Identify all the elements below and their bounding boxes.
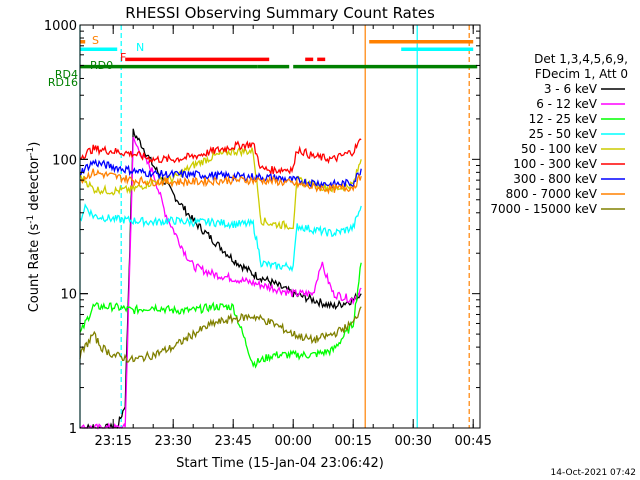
legend-entry-label: 800 - 7000 keV [506,187,598,201]
y-tick-label: 100 [52,153,77,168]
state-label: N [136,41,144,54]
x-tick-label: 23:15 [94,434,131,449]
series-2 [79,262,362,369]
x-tick-label: 00:15 [334,434,371,449]
state-label: F [120,51,126,64]
series-3 [79,203,362,273]
y-axis-label-sup1: -1 [26,215,36,224]
y-tick-label: 1 [69,422,77,437]
x-tick-label: 00:45 [454,434,491,449]
series-line [79,306,362,363]
state-label: RD4 [55,68,78,81]
state-label: RD16 [48,76,78,89]
y-axis-label: Count Rate (s-1 detector-1) [26,142,42,313]
series-line [79,203,362,273]
series-7 [79,168,362,195]
x-tick-label: 00:30 [394,434,431,449]
y-axis-label-mid: detector [27,155,42,215]
series-1 [80,136,362,431]
y-tick-label: 10 [60,288,77,303]
legend-entry-label: 12 - 25 keV [529,112,598,126]
y-axis-label-main: Count Rate (s [27,224,42,313]
x-tick-label: 23:45 [214,434,251,449]
date-stamp: 14-Oct-2021 07:42 [551,468,636,478]
state-label: RD0 [90,59,113,72]
y-tick-label: 1000 [44,19,77,34]
legend: Det 1,3,4,5,6,9,FDecim 1, Att 03 - 6 keV… [490,52,628,216]
y-axis-label-end: ) [27,142,42,147]
series-line [79,262,362,369]
legend-entry-label: 50 - 100 keV [521,142,598,156]
legend-entry-label: 3 - 6 keV [544,82,598,96]
legend-header: Det 1,3,4,5,6,9, [534,52,628,66]
state-label: S [92,34,99,47]
legend-entry-label: 7000 - 15000 keV [490,202,597,216]
legend-entry-label: 100 - 300 keV [513,157,597,171]
series-layer [79,128,362,431]
x-tick-label: 00:00 [274,434,311,449]
series-5 [79,138,362,177]
legend-header: FDecim 1, Att 0 [535,67,628,81]
y-axis-label-sup2: -1 [26,147,36,156]
series-line [80,136,362,431]
series-line [79,158,362,189]
series-8 [79,306,362,363]
series-line [79,168,362,195]
axes: 1 10 100 1000 23:15 23:30 23:45 00:00 00:15 00:30… [44,19,492,449]
plot-frame [79,24,481,429]
legend-entry-label: 25 - 50 keV [529,127,598,141]
chart-title: RHESSI Observing Summary Count Rates [125,4,435,22]
series-line [79,138,362,177]
legend-entry-label: 6 - 12 keV [536,97,598,111]
series-6 [79,158,362,189]
x-axis-label: Start Time (15-Jan-04 23:06:42) [176,456,384,471]
legend-entry-label: 300 - 800 keV [513,172,597,186]
x-tick-label: 23:30 [154,434,191,449]
